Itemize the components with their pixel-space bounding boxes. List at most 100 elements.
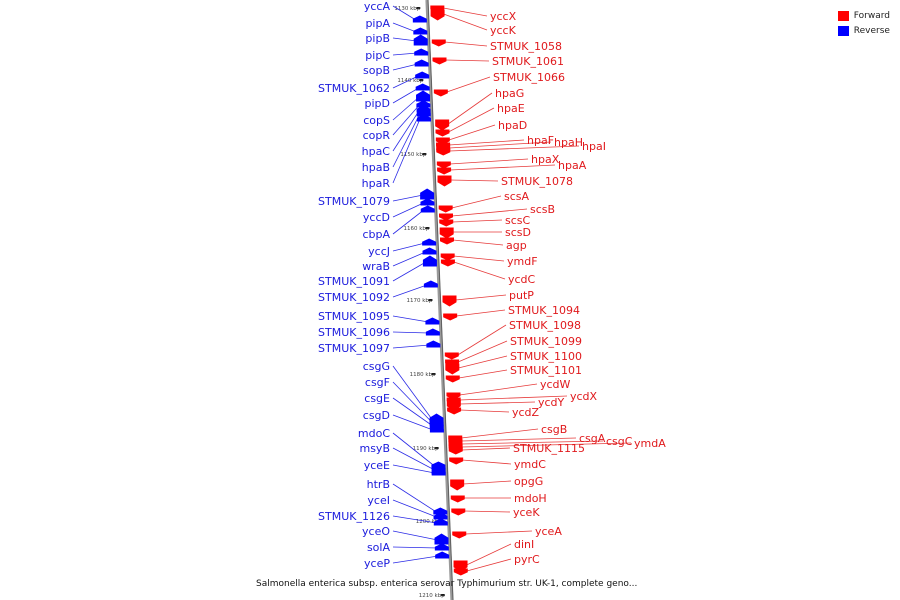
leader-line [461, 428, 539, 439]
gene-hpaR-label: hpaR [362, 177, 391, 190]
gene-dinI-label: dinI [514, 538, 534, 551]
gene-csgD-shape [429, 425, 444, 433]
gene-STMUK_1126-label: STMUK_1126 [318, 510, 390, 523]
leader-line [392, 87, 419, 104]
gene-htrB-label: htrB [367, 478, 390, 491]
gene-ycdZ-shape [447, 407, 462, 415]
leader-line [392, 75, 419, 89]
gene-mdoH-shape [450, 495, 465, 503]
leader-line [392, 194, 424, 202]
gene-yceP-shape [435, 551, 450, 559]
leader-line [448, 107, 495, 133]
gene-ycdY-label: ycdY [538, 396, 565, 409]
leader-line [392, 530, 438, 541]
gene-hpaA-label: hpaA [558, 159, 587, 172]
gene-ymdC-label: ymdC [514, 458, 546, 471]
leader-line [458, 369, 508, 379]
gene-pipC-label: pipC [365, 49, 390, 62]
leader-line [392, 381, 433, 424]
gene-yccA-shape [412, 15, 427, 23]
leader-line [392, 315, 429, 323]
leader-line [392, 52, 418, 56]
gene-scsA-shape [438, 205, 453, 213]
gene-STMUK_1098-shape [444, 352, 459, 360]
leader-line [451, 195, 502, 209]
gene-scsA-label: scsA [504, 190, 530, 203]
gene-hpaD-label: hpaD [498, 119, 527, 132]
gene-yceE-label: yceE [364, 459, 390, 472]
gene-scsD-label: scsD [505, 226, 531, 239]
gene-wraB-shape [422, 247, 437, 255]
gene-yccJ-shape [422, 238, 437, 246]
gene-csgG-label: csgG [363, 360, 390, 373]
gene-yceO-label: yceO [362, 525, 390, 538]
gene-hpaI-label: hpaI [582, 140, 606, 153]
legend-reverse-label: Reverse [853, 25, 890, 36]
leader-line [445, 59, 490, 62]
gene-hpaE-label: hpaE [497, 102, 525, 115]
gene-mdoH-label: mdoH [514, 492, 547, 505]
gene-STMUK_1062-shape [415, 71, 430, 79]
leader-line [449, 158, 529, 165]
gene-pipD-shape [415, 83, 430, 91]
gene-ycdC-shape [440, 259, 455, 267]
gene-wraB-label: wraB [362, 260, 390, 273]
gene-STMUK_1066-shape [433, 89, 448, 97]
gene-ycdZ-label: ycdZ [512, 406, 540, 419]
gene-STMUK_1095-shape [425, 317, 440, 325]
leader-line [448, 124, 496, 141]
gene-yccK-label: yccK [490, 24, 517, 37]
genome-backbone [425, 0, 454, 600]
legend-forward-swatch [837, 10, 849, 21]
scale-tick-label: 1140 kbp [397, 78, 423, 84]
gene-pipA-shape [413, 27, 428, 35]
scale-tick-label: 1130 kbp [394, 6, 420, 12]
gene-yceK-shape [451, 508, 466, 516]
leader-line [392, 96, 420, 121]
gene-pyrC-shape [453, 568, 468, 576]
gene-ymdA-label: ymdA [634, 437, 666, 450]
gene-hpaG-shape [435, 119, 450, 131]
gene-hpaE-shape [435, 129, 450, 137]
gene-yccK-shape [430, 9, 445, 21]
forward-gene-shapes [430, 5, 468, 576]
leader-line [392, 209, 424, 235]
scale-tick-label: 1180 kbp [410, 372, 436, 378]
leader-line [465, 530, 533, 535]
gene-csgF-label: csgF [365, 376, 390, 389]
scale-tick-label: 1150 kbp [400, 152, 426, 158]
gene-mdoC-label: mdoC [358, 427, 390, 440]
leader-line [392, 242, 426, 252]
gene-ymdF-label: ymdF [507, 255, 538, 268]
gene-STMUK_1078-shape [437, 175, 452, 187]
gene-opgG-label: opgG [514, 475, 543, 488]
leader-line [392, 344, 430, 349]
leader-line [392, 104, 420, 136]
gene-agp-shape [440, 237, 454, 245]
gene-yccJ-label: yccJ [368, 245, 390, 258]
gene-STMUK_1095-label: STMUK_1095 [318, 310, 390, 323]
leader-line [453, 255, 505, 262]
leader-line [392, 118, 421, 184]
gene-ymdF-shape [440, 253, 455, 261]
gene-STMUK_1096-shape [425, 328, 440, 336]
leader-line [450, 164, 556, 171]
gene-STMUK_1094-label: STMUK_1094 [508, 304, 580, 317]
gene-STMUK_1092-label: STMUK_1092 [318, 291, 390, 304]
gene-STMUK_1058-shape [431, 39, 446, 47]
legend-reverse: Reverse [837, 23, 890, 38]
reverse-gene-shapes [412, 15, 450, 559]
leader-line [392, 37, 417, 42]
gene-STMUK_1092-shape [423, 280, 438, 288]
leader-line [461, 447, 511, 451]
leader-line [461, 440, 604, 445]
leader-line [466, 543, 512, 566]
gene-ycdX-label: ycdX [570, 390, 598, 403]
gene-yccD-shape [420, 198, 435, 206]
gene-STMUK_1101-shape [445, 375, 460, 383]
gene-csgE-label: csgE [364, 392, 390, 405]
gene-scsC-shape [439, 219, 454, 227]
leader-line [449, 141, 552, 149]
forward-leader-lines [443, 7, 632, 572]
